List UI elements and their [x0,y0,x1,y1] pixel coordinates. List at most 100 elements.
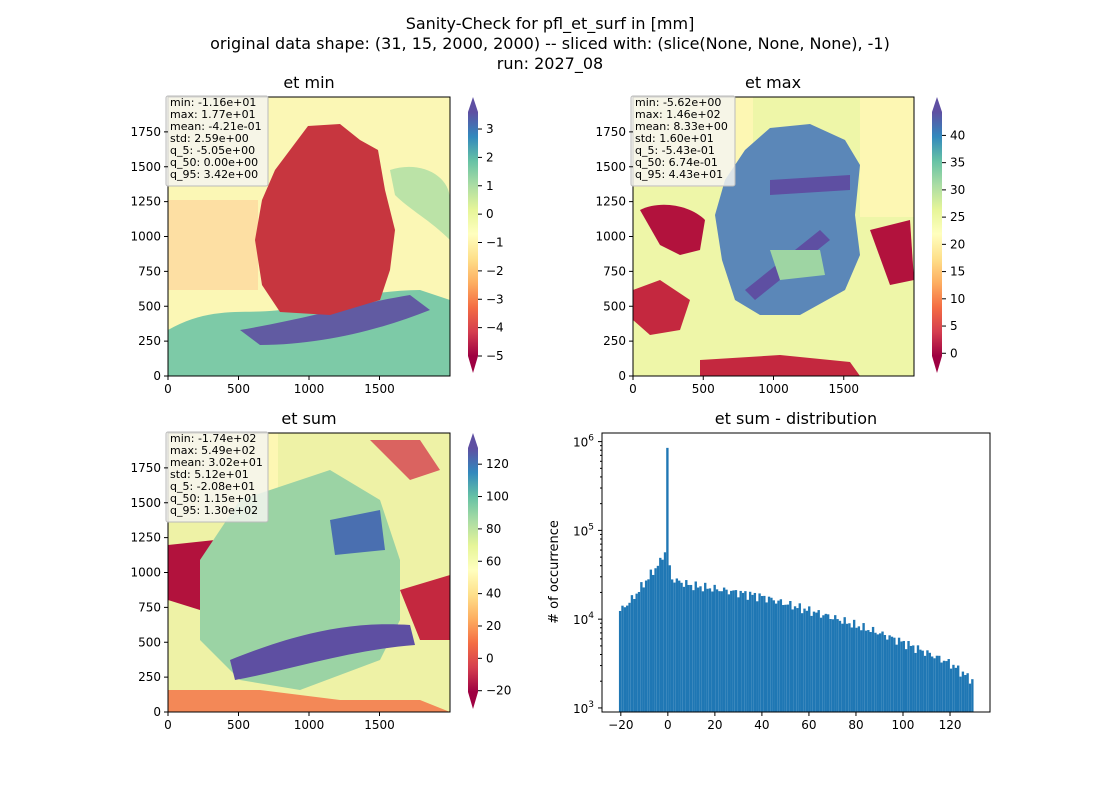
x-tick-label: 120 [939,718,962,732]
suptitle-line-1: Sanity-Check for pfl_et_surf in [mm] [405,14,695,33]
histogram-bar [715,589,719,712]
stats-line: max: 5.49e+02 [170,444,256,457]
colorbar-ticks: 3 2 1 0 −1 −2 −3 −4 −5 [478,122,504,363]
histogram-bar [857,626,861,712]
histogram-bar [956,665,960,712]
histogram-bar [661,559,664,712]
colorbar-body [468,112,478,356]
histogram-bar [760,596,764,712]
histogram-bar [824,613,827,712]
histogram-bar [642,587,645,712]
colorbar-tick-label: 30 [950,183,965,197]
histogram-bar [652,574,655,712]
histogram-bar [883,634,887,712]
colorbar-tick-label: 0 [950,346,958,360]
axes-ticks: 0 500 1000 1500 0 250 500 750 1000 1250 1500 1750 [130,461,394,732]
colorbar-tick-label: 60 [486,554,501,568]
colorbar-tick-label: −3 [486,292,504,306]
stats-line: q_95: 3.42e+00 [170,168,258,181]
histogram-bar [954,667,957,712]
histogram-bar [831,619,835,712]
colorbar-tick-label: 1 [486,179,494,193]
histogram-bar [860,630,863,712]
histogram-bar [706,588,709,712]
histogram-bar [808,606,811,712]
colorbar-tick-label: 10 [950,292,965,306]
stats-line: q_5: -2.08e+01 [170,480,255,493]
histogram-bar [923,655,927,712]
histogram-axes: −20 0 20 40 60 80 100 120 103 104 105 106 [573,434,961,732]
stats-line: q_50: 1.15e+01 [170,492,258,505]
heatmap-region-northeast-red [370,440,440,480]
histogram-bar [907,641,910,712]
histogram-bar [746,599,749,712]
histogram-bar [758,593,761,712]
panel-et-min: et min min: -1.16e+01 max: 1.77e+01 mean… [130,73,503,396]
x-tick-label: 0 [664,718,672,732]
colorbar: 3 2 1 0 −1 −2 −3 −4 −5 [468,97,504,373]
y-tick-label: 250 [138,670,161,684]
x-tick-label: 60 [801,718,816,732]
histogram-bar [649,569,653,712]
stats-line: min: -1.74e+02 [170,432,256,445]
histogram-bar [689,584,693,712]
colorbar-tick-label: 5 [950,319,958,333]
colorbar-extend-max [468,97,478,112]
heatmap-region-germany [715,124,860,315]
histogram-bar [895,644,898,712]
y-tick-label: 106 [573,434,594,450]
colorbar-extend-max [932,97,942,112]
histogram-bar [819,617,823,712]
stats-line: max: 1.46e+02 [635,108,721,121]
histogram-bar [850,627,853,712]
histogram-bar [848,623,851,712]
histogram-bar [675,578,679,712]
x-tick-label: 1500 [364,382,395,396]
histogram-bar [730,590,733,712]
colorbar: 120 100 80 60 40 20 0 −20 [468,433,511,709]
histogram-bar [829,619,832,712]
histogram-bar [815,612,818,712]
x-tick-label: 80 [848,718,863,732]
histogram-bar [878,633,882,712]
stats-line: min: -5.62e+00 [635,96,721,109]
histogram-bar [919,649,922,712]
colorbar-tick-label: −4 [486,321,504,335]
axes-ticks: 0 500 1000 1500 0 250 500 750 1000 1250 1500 1750 [130,125,394,396]
histogram-bar [959,676,962,712]
x-tick-label: 1500 [364,718,395,732]
y-tick-label: 1250 [595,195,626,209]
heatmap-region-patch [770,250,825,280]
stats-line: mean: 8.33e+00 [635,120,728,133]
histogram-bar [630,595,634,712]
stats-box-frame [165,95,269,187]
suptitle-line-3: run: 2027_08 [496,54,604,73]
heatmap-region-east-red [870,220,914,285]
histogram-bar [838,620,842,712]
histogram-bar [699,586,702,712]
histogram-bar [928,652,931,712]
colorbar-tick-label: −2 [486,264,504,278]
stats-line: q_5: -5.43e-01 [635,144,715,157]
heatmap-region-band-1 [230,624,415,680]
histogram-bar [678,580,681,712]
y-tick-label: 0 [618,369,626,383]
histogram-bar [784,604,787,712]
histogram-bar [718,591,721,712]
x-tick-label: 40 [754,718,769,732]
histogram-bar [663,552,667,712]
histogram-bar [945,661,948,712]
histogram-bar [666,447,669,712]
heatmap-region-west-red [640,204,705,255]
histogram-bar [644,580,648,712]
colorbar-tick-label: 40 [950,128,965,142]
histogram-bar [621,605,624,712]
colorbar-tick-label: 20 [486,619,501,633]
y-tick-label: 1250 [130,195,161,209]
x-tick-label: 1000 [294,718,325,732]
histogram-bar [647,579,650,712]
heatmap-region-south [168,690,450,712]
histogram-bar [947,659,950,712]
histogram-bar [938,655,941,712]
histogram-bar [822,615,825,712]
